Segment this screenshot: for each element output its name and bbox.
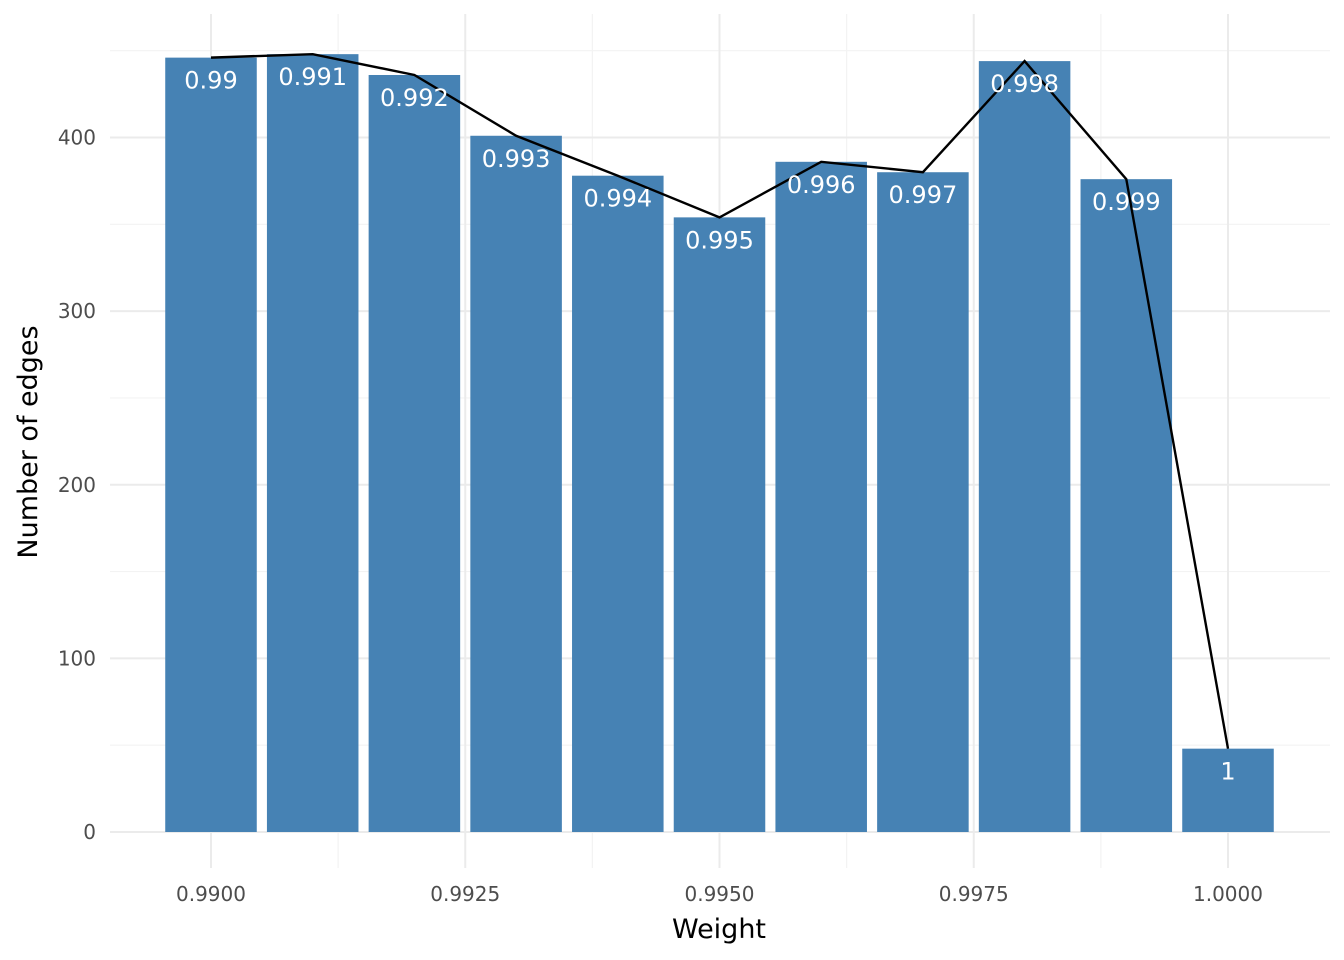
bar (368, 74, 461, 833)
x-axis-title: Weight (672, 914, 766, 945)
bar (1080, 179, 1173, 833)
x-tick-label: 0.9925 (430, 882, 500, 906)
y-tick-label: 0 (83, 820, 96, 844)
bar (877, 172, 969, 833)
y-tick-label: 200 (58, 473, 96, 497)
bar (978, 61, 1071, 833)
data-label: 0.991 (278, 63, 347, 91)
bar (572, 175, 664, 832)
y-axis-title: Number of edges (13, 325, 44, 558)
bar (470, 135, 562, 833)
y-axis-ticks: 0 100 200 300 400 (58, 126, 96, 845)
trend-line (210, 52, 1230, 749)
data-label: 0.996 (787, 171, 856, 199)
data-label: 0.995 (685, 226, 754, 254)
bars (165, 54, 1274, 833)
y-tick-label: 400 (58, 126, 96, 150)
bar (1182, 748, 1274, 832)
bar (775, 161, 867, 832)
data-label: 0.993 (482, 145, 551, 173)
x-tick-label: 1.0000 (1193, 882, 1263, 906)
bar (266, 54, 359, 833)
x-tick-label: 0.9950 (685, 882, 755, 906)
bar (673, 217, 766, 832)
data-label: 0.992 (380, 84, 449, 112)
data-label: 1 (1220, 758, 1235, 786)
data-label: 0.997 (889, 181, 958, 209)
data-labels: 0.99 0.991 0.992 0.993 0.994 0.995 0.996 0.997 0… (184, 63, 1235, 786)
data-label: 0.99 (184, 67, 237, 95)
y-tick-label: 300 (58, 299, 96, 323)
y-tick-label: 100 (58, 646, 96, 670)
bar (165, 57, 257, 832)
data-label: 0.998 (990, 70, 1059, 98)
data-label: 0.994 (583, 185, 652, 213)
x-axis-ticks: 0.9900 0.9925 0.9950 0.9975 1.0000 (176, 882, 1263, 906)
x-tick-label: 0.9975 (939, 882, 1009, 906)
trend-line-layer (210, 52, 1230, 749)
data-label: 0.999 (1092, 188, 1161, 216)
x-tick-label: 0.9900 (176, 882, 246, 906)
